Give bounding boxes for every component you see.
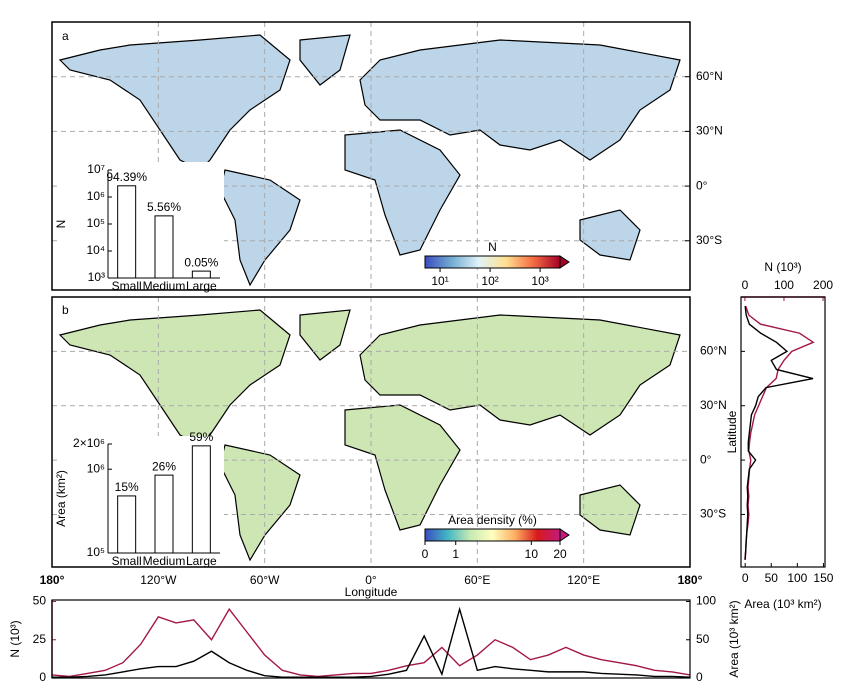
profile-line — [744, 305, 815, 560]
y-tick-label: 10⁵ — [87, 545, 105, 559]
bar — [117, 185, 137, 279]
x-tick-label: 50 — [765, 571, 779, 585]
y-tick-label: 60°N — [696, 69, 723, 83]
x2-tick-label: 200 — [813, 278, 833, 292]
y2-tick-label: 50 — [696, 632, 710, 646]
bar — [117, 495, 137, 554]
x-axis-label: Area (10³ km²) — [744, 597, 821, 611]
bar — [154, 474, 174, 554]
x-tick-label: 180° — [40, 573, 65, 587]
bar-annotation: 94.39% — [106, 170, 147, 184]
bar — [191, 270, 211, 279]
y-tick-label: 0° — [696, 178, 708, 192]
map-b-frame — [51, 296, 691, 568]
x-tick-label: Large — [186, 554, 217, 568]
x-axis-label: Longitude — [345, 585, 398, 599]
y-tick-label: 10⁶ — [87, 189, 105, 203]
y-tick-label: 30°S — [696, 233, 722, 247]
chart-layer: 60°N 30°N 0° 30°S N 10¹ 10² 10³ 10³ 10⁴ 10⁵ 10⁶ 10⁷ N… — [8, 22, 834, 684]
colorbar-title: Area density (%) — [448, 513, 537, 527]
panel-label: a — [62, 29, 69, 43]
lon-profile-frame — [51, 599, 691, 679]
profile-line — [52, 606, 691, 678]
x-tick-label: 120°W — [140, 573, 177, 587]
y-tick-label: 2×10⁶ — [73, 436, 105, 450]
x-tick-label: Medium — [143, 554, 186, 568]
panel-label: b — [62, 303, 69, 317]
profile-line — [51, 607, 691, 678]
x-tick-label: 0° — [365, 573, 377, 587]
y-tick-label: 30°N — [696, 124, 723, 138]
y-tick-label: 0 — [39, 670, 46, 684]
bar — [154, 215, 174, 279]
profile-line — [744, 305, 814, 560]
y-tick-label: 10⁴ — [86, 243, 105, 257]
x-tick-label: 180° — [678, 573, 703, 587]
colorbar-extend — [559, 255, 570, 269]
lat-profile-frame — [740, 296, 826, 568]
x-tick-label: Large — [186, 279, 217, 293]
y-axis-label: Area (km²) — [54, 470, 68, 527]
y-tick-label: 10³ — [88, 270, 105, 284]
colorbar-tick-label: 10 — [525, 547, 539, 561]
colorbar-tick-label: 10¹ — [431, 274, 448, 288]
y-tick-label: 30°N — [700, 398, 727, 412]
y2-axis-label: Area (10³ km²) — [727, 600, 741, 677]
colorbar-extend — [559, 528, 570, 542]
x-tick-label: 120°E — [567, 573, 600, 587]
colorbar-tick-label: 0 — [422, 547, 429, 561]
y-axis-label: N — [54, 220, 68, 229]
x-tick-label: 60°E — [464, 573, 490, 587]
x-tick-label: 150 — [813, 571, 833, 585]
y-tick-label: 50 — [33, 594, 47, 608]
colorbar — [424, 255, 561, 269]
x2-tick-label: 100 — [774, 278, 794, 292]
colorbar-tick-label: 10² — [481, 274, 498, 288]
map-a-frame — [51, 21, 691, 291]
bar — [191, 445, 211, 554]
bar-annotation: 0.05% — [184, 255, 218, 269]
y-tick-label: 10⁷ — [87, 162, 105, 176]
colorbar — [424, 528, 561, 542]
bar-annotation: 15% — [115, 480, 139, 494]
y-tick-label: 10⁶ — [87, 461, 105, 475]
y-tick-label: 10⁵ — [87, 216, 105, 230]
colorbar-tick-label: 10³ — [531, 274, 548, 288]
y-axis-label: N (10³) — [8, 620, 22, 657]
y2-tick-label: 100 — [696, 594, 716, 608]
colorbar-title: N — [488, 240, 497, 254]
y-axis-label: Latitude — [725, 410, 739, 453]
x-tick-label: Medium — [143, 279, 186, 293]
y-tick-label: 60°N — [700, 344, 727, 358]
x-tick-label: 60°W — [250, 573, 280, 587]
x-tick-label: 0 — [742, 571, 749, 585]
y-tick-label: 30°S — [700, 507, 726, 521]
colorbar-tick-label: 1 — [452, 547, 459, 561]
bar-annotation: 26% — [152, 459, 176, 473]
bar-annotation: 59% — [189, 430, 213, 444]
x-tick-label: Small — [112, 279, 142, 293]
x2-tick-label: 0 — [742, 278, 749, 292]
x-tick-label: 100 — [787, 571, 807, 585]
y-tick-label: 25 — [33, 632, 47, 646]
y2-tick-label: 0 — [696, 670, 703, 684]
x-tick-label: Small — [112, 554, 142, 568]
bar-annotation: 5.56% — [147, 200, 181, 214]
colorbar-tick-label: 20 — [553, 547, 567, 561]
x2-axis-label: N (10³) — [764, 260, 801, 274]
y-tick-label: 0° — [700, 452, 712, 466]
